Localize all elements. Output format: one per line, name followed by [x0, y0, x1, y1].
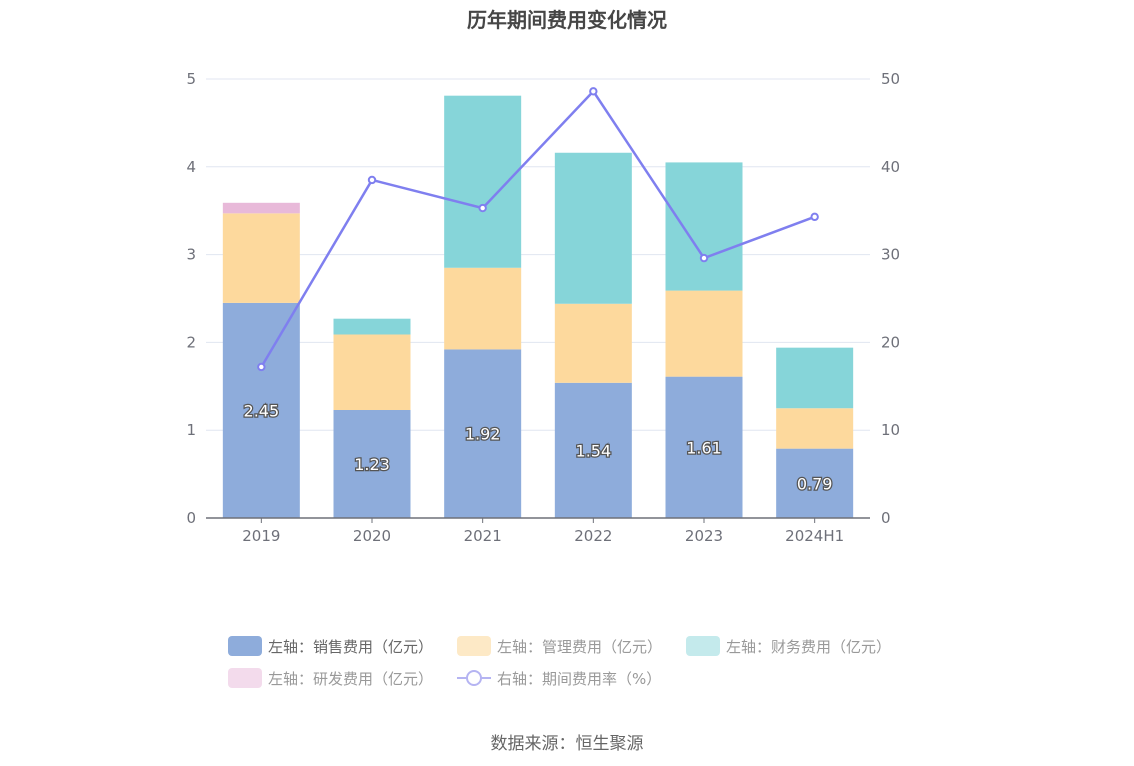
left-axis-tick-label: 3 [186, 246, 196, 264]
data-label: 1.54 [576, 441, 612, 460]
legend-label-expense-rate: 右轴：期间费用率（%） [497, 669, 662, 688]
bar-finance [554, 152, 632, 304]
line-point [589, 87, 598, 96]
x-axis-tick-label: 2019 [242, 527, 280, 545]
legend-label-sales: 左轴：销售费用（亿元） [268, 637, 434, 656]
right-axis-tick-label: 0 [881, 509, 891, 527]
legend-swatch-expense-rate [457, 668, 492, 688]
x-axis-tick-label: 2023 [685, 527, 723, 545]
legend-item-sales[interactable]: 左轴：销售费用（亿元） [228, 636, 433, 657]
bar-admin [333, 334, 411, 411]
bar-admin [554, 303, 632, 383]
legend-label-admin: 左轴：管理费用（亿元） [497, 637, 663, 656]
x-axis-tick-label: 2021 [464, 527, 502, 545]
bar-sales [554, 382, 632, 518]
line-point [367, 175, 377, 185]
legend-label-finance: 左轴：财务费用（亿元） [726, 637, 892, 656]
chart-title: 历年期间费用变化情况 [467, 8, 667, 32]
legend-item-expense-rate[interactable]: 右轴：期间费用率（%） [457, 668, 661, 689]
right-axis-tick-label: 50 [881, 70, 900, 88]
legend-swatch-admin [457, 636, 492, 656]
x-axis-tick-label: 2022 [574, 527, 612, 545]
legend-label-rnd: 左轴：研发费用（亿元） [268, 669, 434, 688]
data-label: 1.61 [686, 438, 722, 457]
data-label: 2.45 [244, 401, 280, 420]
bar-rnd [222, 202, 300, 214]
line-point [478, 203, 487, 213]
left-axis-tick-label: 4 [186, 158, 196, 176]
legend-swatch-finance [686, 636, 721, 656]
left-axis-tick-label: 2 [186, 333, 196, 351]
line-point [699, 253, 709, 263]
data-label: 1.23 [354, 455, 390, 474]
bar-sales [444, 349, 522, 518]
line-point [810, 212, 819, 222]
bar-sales [776, 448, 854, 518]
right-axis-tick-label: 10 [881, 421, 900, 439]
x-axis-tick-label: 2020 [353, 527, 391, 545]
bar-admin [222, 213, 300, 303]
bar-admin [665, 290, 743, 377]
bar-finance [333, 318, 411, 335]
right-axis-tick-label: 40 [881, 158, 900, 176]
legend-item-admin[interactable]: 左轴：管理费用（亿元） [457, 636, 662, 657]
legend-swatch-sales [228, 636, 262, 656]
data-label: 1.92 [465, 425, 501, 444]
legend-swatch-rnd [228, 668, 262, 688]
legend-item-rnd[interactable]: 左轴：研发费用（亿元） [228, 668, 433, 689]
left-axis-tick-label: 1 [186, 421, 196, 439]
bar-admin [444, 267, 522, 350]
data-label: 0.79 [797, 474, 833, 493]
legend-item-finance[interactable]: 左轴：财务费用（亿元） [686, 636, 891, 657]
left-axis-tick-label: 5 [186, 70, 196, 88]
left-axis-tick-label: 0 [186, 509, 196, 527]
bar-sales [665, 376, 743, 518]
line-point [257, 362, 266, 372]
bar-admin [776, 408, 854, 449]
bar-sales [222, 302, 300, 518]
source-note: 数据来源：恒生聚源 [490, 734, 644, 754]
right-axis-tick-label: 30 [881, 246, 900, 264]
legend: 左轴：销售费用（亿元） 左轴：管理费用（亿元） 左轴：财务费用（亿元） 左轴：研… [228, 630, 928, 694]
x-axis-tick-label: 2024H1 [785, 527, 844, 545]
bar-sales [333, 410, 411, 518]
bar-finance [444, 95, 522, 268]
bar-finance [776, 347, 854, 409]
right-axis-tick-label: 20 [881, 333, 900, 351]
bar-finance [665, 162, 743, 291]
line-expense-rate [260, 89, 816, 368]
